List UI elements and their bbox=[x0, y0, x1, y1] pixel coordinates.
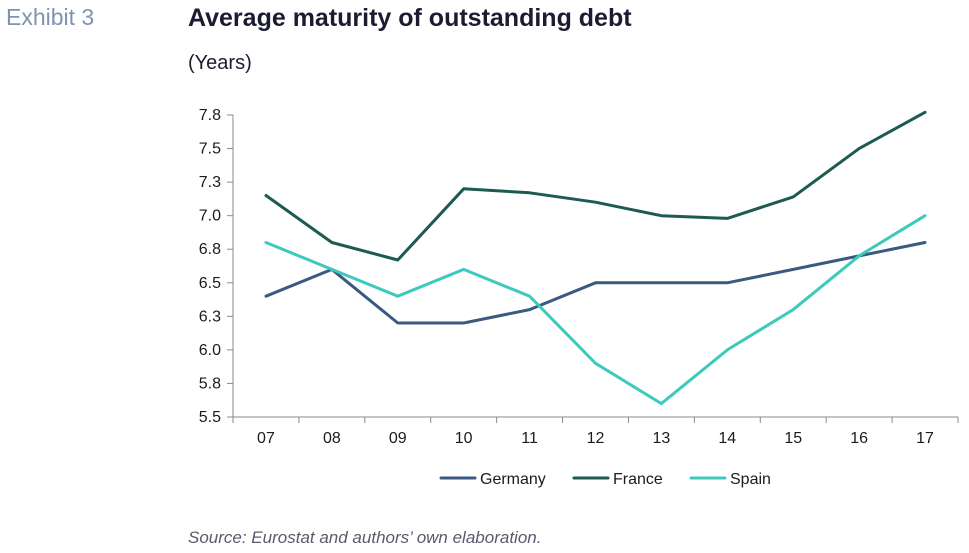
x-tick-label: 15 bbox=[784, 430, 802, 447]
chart-axes bbox=[227, 114, 959, 423]
series-line-france bbox=[264, 110, 927, 262]
series-line-spain bbox=[264, 214, 927, 406]
x-tick-label: 07 bbox=[257, 430, 275, 447]
y-tick-label: 5.5 bbox=[199, 409, 221, 426]
x-tick-label: 12 bbox=[587, 430, 605, 447]
y-tick-label: 7.0 bbox=[199, 208, 221, 225]
legend-label-spain: Spain bbox=[730, 471, 771, 488]
x-tick-label: 14 bbox=[718, 430, 736, 447]
y-tick-label: 5.8 bbox=[199, 375, 221, 392]
chart-legend: Germany France Spain bbox=[439, 471, 771, 488]
y-tick-label: 6.8 bbox=[199, 241, 221, 258]
chart-title: Average maturity of outstanding debt bbox=[188, 4, 632, 32]
x-tick-label: 10 bbox=[455, 430, 473, 447]
y-tick-label: 7.8 bbox=[199, 107, 221, 124]
source-note: Source: Eurostat and authors’ own elabor… bbox=[188, 528, 542, 547]
y-tick-label: 6.5 bbox=[199, 275, 221, 292]
x-tick-label: 17 bbox=[916, 430, 934, 447]
x-tick-label: 08 bbox=[323, 430, 341, 447]
legend-label-germany: Germany bbox=[480, 471, 546, 488]
series-lines bbox=[264, 110, 927, 406]
x-tick-label: 16 bbox=[850, 430, 868, 447]
y-tick-label: 7.3 bbox=[199, 174, 221, 191]
x-tick-label: 11 bbox=[521, 430, 538, 447]
x-tick-label: 13 bbox=[653, 430, 671, 447]
x-axis-tick-labels: 07 08 09 10 11 12 13 14 15 16 17 bbox=[257, 430, 934, 447]
y-tick-label: 7.5 bbox=[199, 141, 221, 158]
y-tick-label: 6.3 bbox=[199, 308, 221, 325]
exhibit-label: Exhibit 3 bbox=[6, 4, 95, 30]
y-tick-label: 6.0 bbox=[199, 342, 221, 359]
y-axis-tick-labels: 5.5 5.8 6.0 6.3 6.5 6.8 7.0 7.3 7.5 7.8 bbox=[199, 107, 221, 426]
chart-subtitle: (Years) bbox=[188, 52, 252, 74]
x-tick-label: 09 bbox=[389, 430, 407, 447]
series-line-germany bbox=[264, 241, 927, 325]
legend-label-france: France bbox=[613, 471, 663, 488]
